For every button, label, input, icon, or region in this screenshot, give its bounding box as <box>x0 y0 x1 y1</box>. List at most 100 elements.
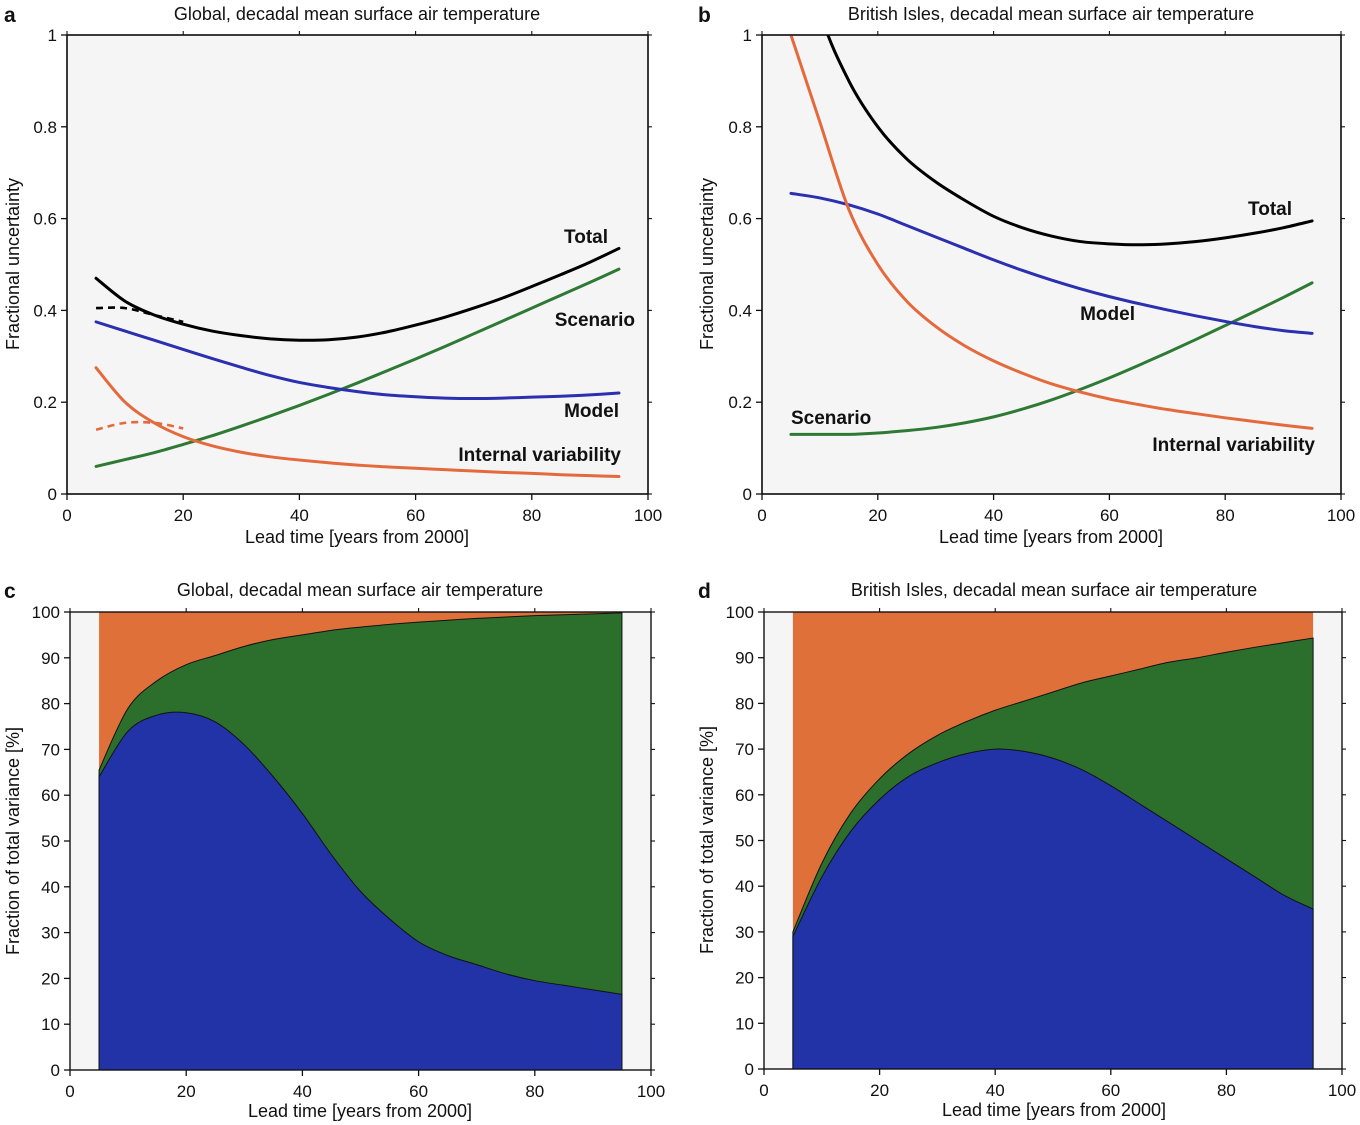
panel-a-x-axis-label: Lead time [years from 2000] <box>245 527 469 547</box>
panel-a-y-tick-label: 1 <box>48 26 57 45</box>
panel-b-y-tick-label: 0.4 <box>728 301 752 320</box>
panel-d-y-tick-label: 20 <box>735 969 754 988</box>
panel-a-label-internal-variability: Internal variability <box>458 445 621 466</box>
panel-b-series-internal-line <box>789 35 1314 430</box>
panel-c-y-tick-label: 80 <box>41 695 60 714</box>
panel-b-plot-background <box>762 35 1341 494</box>
panel-b-y-axis-label: Fractional uncertainty <box>697 178 717 350</box>
panel-b-x-tick-label: 20 <box>868 506 887 525</box>
panel-c-plot-frame <box>69 611 652 1071</box>
panel-a-x-tick-label: 60 <box>406 506 425 525</box>
panel-a-x-tick-label: 80 <box>522 506 541 525</box>
panel-a-line-chart: 0 20 40 60 80 100 0 0.2 0.4 0.6 0.8 1 a Global, dec… <box>3 4 662 547</box>
panel-b-x-axis-label: Lead time [years from 2000] <box>939 527 1163 547</box>
panel-a-y-tick-label: 0.4 <box>33 301 57 320</box>
panel-c-y-tick-label: 100 <box>32 603 60 622</box>
panel-b-y-tick-label: 0.8 <box>728 118 752 137</box>
panel-d-y-tick-label: 40 <box>735 877 754 896</box>
panel-a-label-total: Total <box>564 227 608 248</box>
panel-b-y-tick-label: 1 <box>743 26 752 45</box>
panel-letter-c: c <box>4 580 16 603</box>
panel-c-x-tick-label: 0 <box>65 1082 74 1101</box>
panel-d-y-tick-label: 60 <box>735 786 754 805</box>
panel-c-y-tick-label: 50 <box>41 832 60 851</box>
panel-d-y-axis-label: Fraction of total variance [%] <box>697 726 717 954</box>
panel-d-x-tick-label: 60 <box>1101 1081 1120 1100</box>
panel-b-x-tick-label: 0 <box>757 506 766 525</box>
panel-c-y-tick-label: 10 <box>41 1015 60 1034</box>
panel-a-series-total-line <box>94 246 621 342</box>
panel-d-x-tick-label: 0 <box>759 1081 768 1100</box>
panel-b-y-tick-label: 0 <box>743 485 752 504</box>
panel-c-y-tick-label: 0 <box>51 1061 60 1080</box>
panel-b-x-tick-label: 80 <box>1216 506 1235 525</box>
panel-a-x-tick-label: 0 <box>62 506 71 525</box>
panel-c-y-tick-label: 70 <box>41 740 60 759</box>
panel-a-series-model-line <box>94 320 621 401</box>
panel-b-label-model: Model <box>1080 304 1135 325</box>
panel-b-series-scenario-line <box>789 281 1314 436</box>
panel-c-area-model <box>98 711 623 1071</box>
panel-c-x-tick-label: 100 <box>637 1082 665 1101</box>
panel-b-label-internal-variability: Internal variability <box>1152 435 1315 456</box>
panel-b-series-model-line <box>789 191 1314 335</box>
panel-c-y-tick-label: 20 <box>41 969 60 988</box>
panel-d-title: British Isles, decadal mean surface air … <box>851 580 1257 600</box>
panel-b-title: British Isles, decadal mean surface air … <box>848 4 1254 24</box>
panel-a-title: Global, decadal mean surface air tempera… <box>174 4 540 24</box>
panel-a-series-internal-line <box>94 366 621 479</box>
panel-a-series-scenario-line <box>94 267 621 468</box>
panel-d-y-tick-label: 10 <box>735 1014 754 1033</box>
panel-d-y-tick-label: 80 <box>735 694 754 713</box>
panel-a-label-model: Model <box>564 401 619 422</box>
panel-c-x-tick-label: 40 <box>293 1082 312 1101</box>
panel-c-title: Global, decadal mean surface air tempera… <box>177 580 543 600</box>
panel-b-label-scenario: Scenario <box>791 408 871 429</box>
panel-letter-b: b <box>698 4 711 27</box>
panel-a-dashed-total-line <box>96 306 184 324</box>
panel-a-x-tick-label: 20 <box>174 506 193 525</box>
panel-b-label-total: Total <box>1248 199 1292 220</box>
panel-c-x-tick-label: 80 <box>525 1082 544 1101</box>
panel-d-y-tick-label: 90 <box>735 649 754 668</box>
panel-a-x-tick-label: 100 <box>634 506 662 525</box>
panel-a-dashed-internal-line <box>95 420 184 432</box>
panel-letter-a: a <box>4 4 16 27</box>
panel-a-y-axis-label: Fractional uncertainty <box>3 178 23 350</box>
panel-b-plot-border <box>761 34 1342 495</box>
panel-b-y-tick-label: 0.2 <box>728 393 752 412</box>
panel-d-area-chart: 0 20 40 60 80 100 0 10 20 30 40 50 60 70 80 90 100 d Bri… <box>697 580 1356 1120</box>
panel-c-area-chart: 0 20 40 60 80 100 0 10 20 30 40 50 60 70 80 90 100 c Glo… <box>3 580 665 1121</box>
panel-d-y-tick-label: 0 <box>745 1060 754 1079</box>
panel-d-y-tick-label: 70 <box>735 740 754 759</box>
panel-d-area-model <box>792 748 1314 1070</box>
panel-d-plot-frame <box>763 611 1343 1070</box>
panel-d-x-tick-label: 80 <box>1217 1081 1236 1100</box>
panel-b-x-tick-label: 40 <box>984 506 1003 525</box>
panel-b-line-chart: 0 20 40 60 80 100 0 0.2 0.4 0.6 0.8 1 b British Isl… <box>697 4 1355 547</box>
panel-a-y-tick-label: 0 <box>48 485 57 504</box>
panel-c-y-tick-label: 30 <box>41 924 60 943</box>
panel-b-x-tick-label: 60 <box>1100 506 1119 525</box>
panel-d-x-tick-label: 40 <box>986 1081 1005 1100</box>
panel-c-x-tick-label: 60 <box>409 1082 428 1101</box>
panel-c-x-tick-label: 20 <box>177 1082 196 1101</box>
panel-d-x-axis-label: Lead time [years from 2000] <box>942 1100 1166 1120</box>
panel-c-y-axis-label: Fraction of total variance [%] <box>3 727 23 955</box>
panel-d-y-tick-label: 30 <box>735 923 754 942</box>
panel-c-y-tick-label: 40 <box>41 878 60 897</box>
panel-d-x-tick-label: 100 <box>1328 1081 1356 1100</box>
panel-d-y-tick-label: 50 <box>735 832 754 851</box>
panel-b-series-total-line <box>826 35 1314 247</box>
panel-d-y-tick-label: 100 <box>726 603 754 622</box>
panel-c-x-axis-label: Lead time [years from 2000] <box>248 1101 472 1121</box>
panel-a-x-tick-label: 40 <box>290 506 309 525</box>
panel-a-y-tick-label: 0.8 <box>33 118 57 137</box>
panel-c-y-tick-label: 90 <box>41 649 60 668</box>
panel-b-y-tick-label: 0.6 <box>728 210 752 229</box>
panel-a-plot-background <box>67 35 648 494</box>
panel-a-y-tick-label: 0.2 <box>33 393 57 412</box>
panel-b-x-tick-label: 100 <box>1327 506 1355 525</box>
panel-c-y-tick-label: 60 <box>41 786 60 805</box>
